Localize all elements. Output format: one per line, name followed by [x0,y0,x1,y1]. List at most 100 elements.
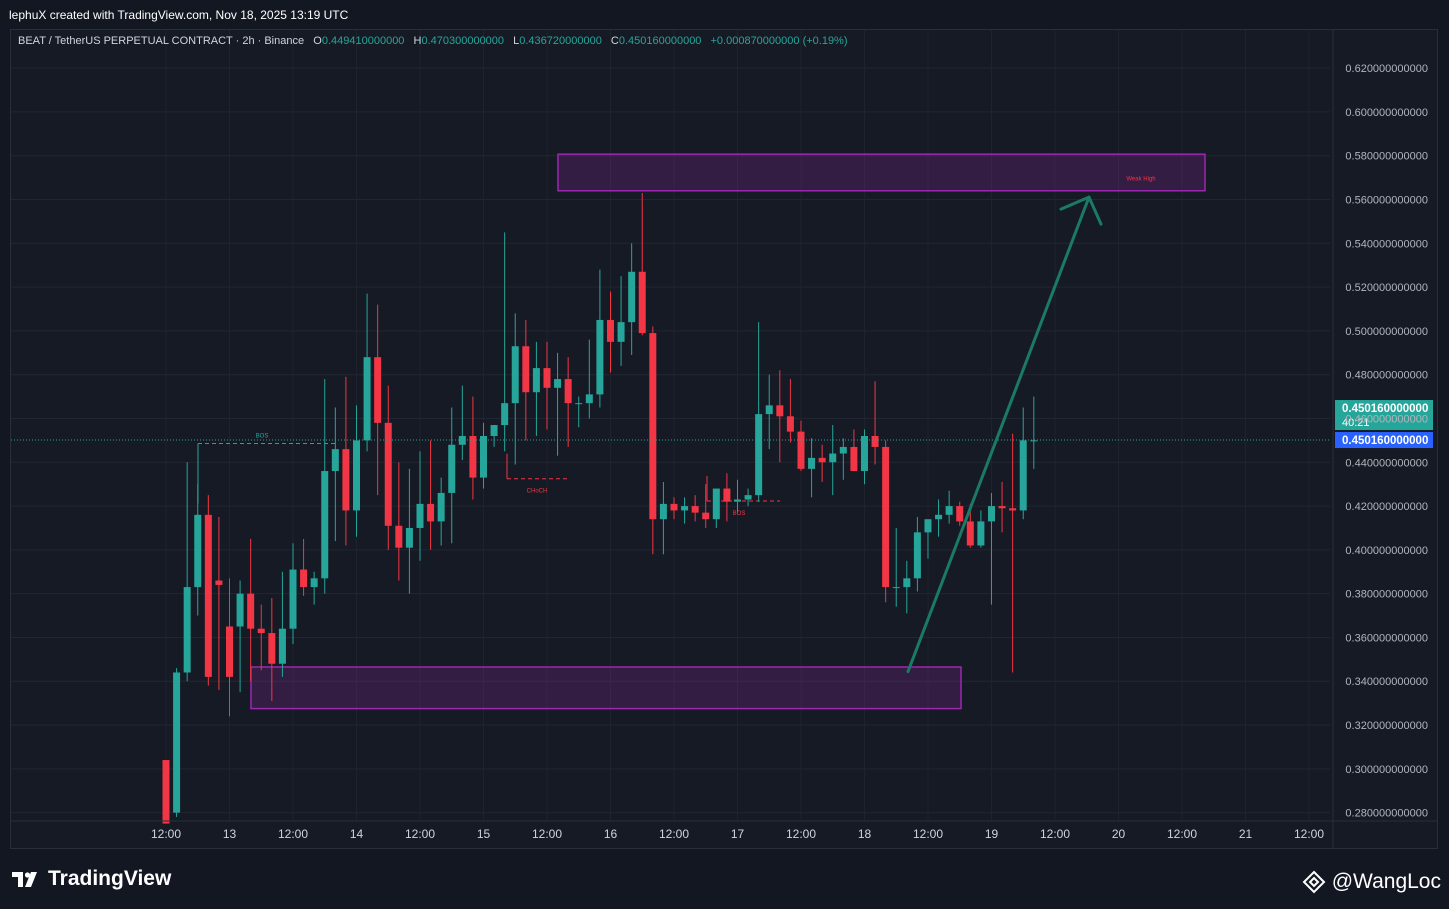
candle-body [437,492,445,522]
candle-body [427,503,435,522]
candle-body [935,514,943,520]
price-tick-label: 0.380000000000 [1345,589,1428,601]
candle-body [384,422,392,526]
price-axis: 0.620000000000 0.600000000000 0.5800000000… [1332,30,1428,848]
candle-body [829,453,837,463]
candle-body [1019,440,1027,511]
candle-body [606,319,614,342]
candle-body [173,672,181,813]
price-tick-label: 0.440000000000 [1345,457,1428,469]
price-tick-label: 0.320000000000 [1345,720,1428,732]
candle-body [744,495,752,500]
candle-body [987,506,995,522]
target-arrow-head [1059,195,1103,226]
brand-name: TradingView [48,867,172,890]
candle-body [808,457,816,469]
time-tick-label: 14 [350,827,364,841]
candle-body [882,446,890,588]
candle-body [924,519,932,533]
candle-body [670,503,678,511]
target-arrow [906,195,1091,674]
price-tick-label: 0.540000000000 [1345,238,1428,250]
time-tick-label: 12:00 [278,827,308,841]
candle-body [723,488,731,502]
structure-label: BOS [256,433,269,439]
candle-body [289,569,297,629]
candle-body [247,593,255,629]
time-tick-label: 12:00 [151,827,181,841]
candle-body [776,405,784,417]
price-tick-label: 0.360000000000 [1345,632,1428,644]
candle-body [702,512,710,520]
candle-body [278,628,286,664]
price-tick-label: 0.500000000000 [1345,326,1428,338]
candle-body [215,580,223,585]
candle-body [733,499,741,502]
price-tick-label: 0.420000000000 [1345,501,1428,513]
time-tick-label: 20 [1112,827,1126,841]
candle-body [945,506,953,515]
candle-body [321,471,329,579]
candle-body [1030,440,1038,442]
price-tick-label: 0.600000000000 [1345,107,1428,119]
candle-body [225,626,233,677]
candle-body [490,425,498,436]
candle-body [268,633,276,664]
candle-body [998,506,1006,509]
candle-body [458,436,466,445]
low-value: 0.436720000000 [519,35,602,47]
liquidity-zone [557,153,1206,192]
candle-body [479,436,487,478]
last-price-tag [1335,400,1433,431]
structure-levels: BOS CHoCH BOS [197,433,780,517]
candle-body [204,514,212,677]
price-tick-label: 0.580000000000 [1345,151,1428,163]
candle-body [405,527,413,548]
price-tick-label: 0.480000000000 [1345,370,1428,382]
grid-lines [11,30,1330,820]
high-value: 0.470300000000 [421,35,505,47]
candle-body [522,346,530,393]
symbol-title: BEAT / TetherUS PERPETUAL CONTRACT · 2h … [18,35,305,47]
candle-body [554,379,562,388]
binance-diamond-icon [1302,870,1326,894]
candle-body [363,357,371,441]
time-axis: 12:00 13 12:00 14 12:00 15 12:00 16 12:00 17 12:00… [11,820,1438,841]
candle-body [257,628,265,634]
candle-body [691,506,699,513]
tradingview-logo[interactable]: TradingView [12,867,171,891]
candle-body [352,440,360,511]
symbol-legend: BEAT / TetherUS PERPETUAL CONTRACT · 2h … [18,35,854,47]
open-label: O [313,35,322,47]
time-tick-label: 12:00 [1294,827,1324,841]
time-tick-label: 12:00 [659,827,689,841]
price-tick-label: 0.560000000000 [1345,195,1428,207]
candle-body [860,436,868,472]
structure-label: CHoCH [527,489,548,495]
candle-body [585,394,593,404]
candle-body [892,587,900,589]
price-tick-label: 0.520000000000 [1345,282,1428,294]
close-value: 0.450160000000 [618,35,702,47]
price-tick-label: 0.400000000000 [1345,545,1428,557]
low-label: L [513,35,520,47]
time-tick-label: 12:00 [1040,827,1070,841]
candle-body [765,405,773,415]
candle-body [194,514,202,588]
candle-body [966,521,974,546]
tradingview-logo-icon [12,872,37,887]
candle-body [649,333,657,520]
zones: Weak High [250,153,1206,710]
candle-body [818,457,826,463]
last-price-tag-text: 0.450160000000 [1342,403,1428,415]
candle-body [681,506,689,511]
chart-frame [10,29,1438,849]
time-tick-label: 12:00 [405,827,435,841]
structure-label: BOS [733,511,746,517]
candle-body [448,444,456,493]
candle-body [310,578,318,588]
candle-body [564,379,572,404]
candle-body [543,368,551,388]
candle-body [797,431,805,469]
